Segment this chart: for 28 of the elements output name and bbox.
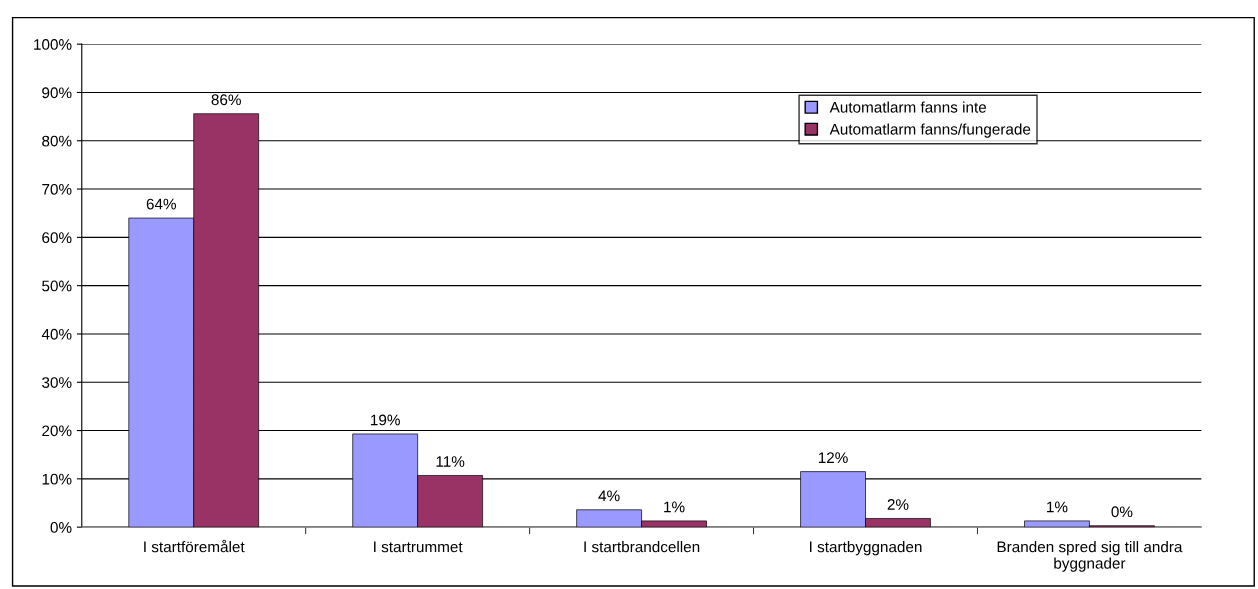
- x-tick-label: Branden spred sig till andra byggnader: [997, 541, 1183, 572]
- data-label: 0%: [1111, 506, 1133, 518]
- y-tick-label: 60%: [42, 232, 72, 244]
- y-tick-label: 10%: [42, 473, 72, 485]
- x-tick-label: I startbyggnaden: [810, 541, 922, 556]
- y-tick-label: 30%: [42, 377, 72, 388]
- y-tick-label: 0%: [50, 522, 72, 533]
- y-tick-label: 100%: [34, 39, 72, 50]
- y-tick-label: 40%: [41, 328, 72, 340]
- x-tick-label: I startbrandcellen: [584, 541, 700, 553]
- y-tick-label: 70%: [42, 183, 72, 195]
- legend-label: Automatlarm fanns/fungerade: [829, 123, 1031, 138]
- legend-label: Automatlarm fanns inte: [829, 101, 987, 113]
- y-tick-label: 80%: [42, 135, 72, 147]
- y-tick-label: 90%: [42, 87, 72, 99]
- data-label: 1%: [1047, 501, 1068, 513]
- data-label: 64%: [146, 198, 177, 210]
- data-label: 4%: [598, 490, 620, 502]
- y-tick-label: 50%: [42, 280, 72, 292]
- data-label: 86%: [211, 94, 241, 106]
- data-label: 1%: [664, 501, 685, 513]
- data-label: 11%: [436, 456, 465, 467]
- y-tick-label: 20%: [42, 425, 72, 437]
- x-tick-label: I startföremålet: [144, 539, 245, 553]
- data-label: 19%: [371, 414, 400, 426]
- x-tick-label: I startrummet: [374, 541, 463, 553]
- data-label: 2%: [887, 499, 909, 510]
- data-label: 12%: [818, 452, 848, 463]
